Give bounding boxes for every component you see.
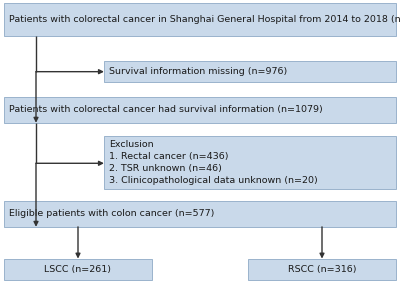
FancyBboxPatch shape (248, 259, 396, 280)
FancyBboxPatch shape (4, 201, 396, 227)
Text: Patients with colorectal cancer in Shanghai General Hospital from 2014 to 2018 (: Patients with colorectal cancer in Shang… (9, 15, 400, 24)
Text: Survival information missing (n=976): Survival information missing (n=976) (109, 67, 288, 76)
Text: RSCC (n=316): RSCC (n=316) (288, 265, 356, 274)
FancyBboxPatch shape (4, 3, 396, 36)
FancyBboxPatch shape (4, 97, 396, 123)
Text: Exclusion
1. Rectal cancer (n=436)
2. TSR unknown (n=46)
3. Clinicopathological : Exclusion 1. Rectal cancer (n=436) 2. TS… (109, 140, 318, 185)
Text: Patients with colorectal cancer had survival information (n=1079): Patients with colorectal cancer had surv… (9, 105, 323, 114)
Text: LSCC (n=261): LSCC (n=261) (44, 265, 112, 274)
FancyBboxPatch shape (104, 61, 396, 82)
FancyBboxPatch shape (4, 259, 152, 280)
Text: Eligible patients with colon cancer (n=577): Eligible patients with colon cancer (n=5… (9, 209, 214, 218)
FancyBboxPatch shape (104, 136, 396, 189)
